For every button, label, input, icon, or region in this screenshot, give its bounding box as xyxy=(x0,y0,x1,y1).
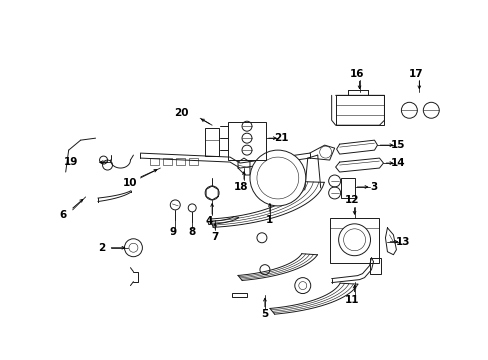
Text: 11: 11 xyxy=(344,294,358,305)
Text: 20: 20 xyxy=(173,108,188,118)
Bar xyxy=(335,95,384,125)
Text: 19: 19 xyxy=(64,157,79,167)
Bar xyxy=(150,158,159,165)
Text: 7: 7 xyxy=(211,232,218,242)
Text: 3: 3 xyxy=(369,182,376,192)
Text: 1: 1 xyxy=(266,215,273,225)
Text: 17: 17 xyxy=(408,69,423,80)
Bar xyxy=(163,158,172,165)
Text: 4: 4 xyxy=(205,216,212,226)
Bar xyxy=(205,128,219,156)
Bar xyxy=(176,158,185,165)
Text: 8: 8 xyxy=(188,227,195,237)
Circle shape xyxy=(338,224,370,256)
Bar xyxy=(227,122,265,160)
Text: 6: 6 xyxy=(59,210,66,220)
Bar xyxy=(189,158,198,165)
Text: 21: 21 xyxy=(274,133,288,143)
Text: 13: 13 xyxy=(395,237,410,247)
Bar xyxy=(329,218,379,263)
Text: 12: 12 xyxy=(344,195,358,205)
Bar xyxy=(340,178,354,198)
Text: 14: 14 xyxy=(390,158,405,168)
Circle shape xyxy=(249,150,305,206)
Text: 2: 2 xyxy=(98,243,105,253)
Bar xyxy=(232,293,246,297)
Text: 18: 18 xyxy=(233,182,248,192)
Text: 5: 5 xyxy=(261,310,268,319)
Text: 15: 15 xyxy=(390,140,405,150)
Text: 16: 16 xyxy=(348,69,363,80)
Text: 9: 9 xyxy=(169,227,177,237)
Bar xyxy=(369,258,381,274)
Text: 10: 10 xyxy=(123,178,138,188)
